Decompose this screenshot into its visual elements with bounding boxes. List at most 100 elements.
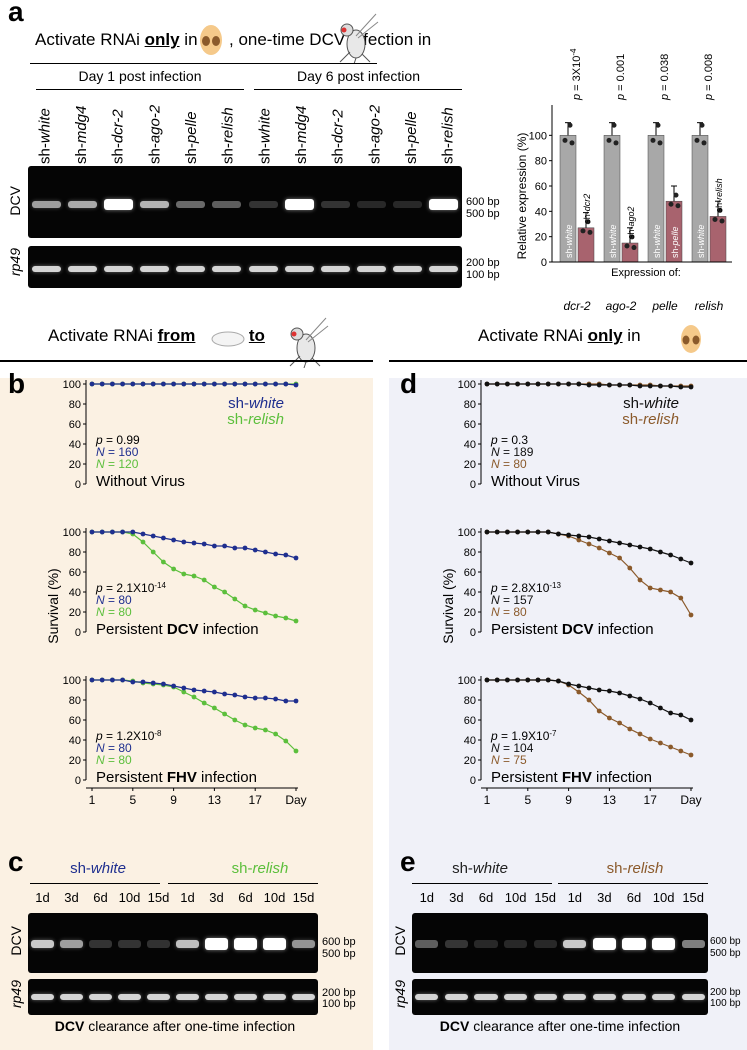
bar-ytick: 100 <box>529 130 547 142</box>
day-label: 10d <box>263 890 286 905</box>
lane-label: sh-relish <box>220 107 237 164</box>
survival-point <box>617 690 622 696</box>
survival-ytick: 40 <box>69 735 81 747</box>
day-label: 15d <box>534 890 557 905</box>
survival-point <box>678 556 684 562</box>
bar-ctrl-label: sh-white <box>608 224 618 258</box>
lane-labels: sh-white sh-mdg4 sh-dcr-2 sh-ago-2 sh-pelle s… <box>36 104 457 164</box>
gel-band <box>67 266 97 272</box>
survival-n-b: N = 80 <box>96 605 132 619</box>
bar-ytick: 0 <box>541 257 547 269</box>
survival-pvalue: p = 1.2X10-8 <box>95 729 162 744</box>
survival-chart-title: Persistent FHV infection <box>491 769 652 786</box>
survival-xtick: 17 <box>644 793 658 807</box>
survival-ytick: 100 <box>63 379 81 391</box>
gel-band <box>60 940 83 948</box>
lane-label: sh-white <box>36 108 53 164</box>
gel-band <box>357 266 387 272</box>
panel-letter-e: e <box>400 846 416 877</box>
day-label: 15d <box>147 890 170 905</box>
survival-point <box>678 595 684 601</box>
c-marker-200: 200 bp <box>322 987 356 999</box>
survival-ytick: 0 <box>75 479 81 491</box>
survival-point <box>212 705 217 711</box>
bar-ctrl-label: sh-white <box>564 224 574 258</box>
survival-point <box>99 677 105 683</box>
survival-point <box>99 381 105 387</box>
survival-point <box>607 538 612 544</box>
survival-point <box>283 615 289 621</box>
survival-point <box>171 683 177 689</box>
bar-ylabel: Relative expression (%) <box>515 133 529 260</box>
panel-d-survival-charts: Survival (%)020406080100sh-whitesh-relis… <box>440 379 702 807</box>
survival-pvalue: p = 0.99 <box>95 433 140 447</box>
gel-c-rp49 <box>28 979 318 1015</box>
survival-point <box>171 381 177 387</box>
b-header-rule <box>0 360 373 362</box>
survival-ytick: 100 <box>63 527 81 539</box>
day-label: 15d <box>292 890 315 905</box>
survival-n-b: N = 80 <box>96 753 132 767</box>
survival-point <box>120 529 125 535</box>
survival-point <box>161 535 166 541</box>
survival-point <box>668 744 673 750</box>
survival-ytick: 20 <box>69 755 81 767</box>
survival-point <box>242 381 248 387</box>
legend-a: sh-white <box>228 395 284 412</box>
bar-dot <box>657 140 663 146</box>
survival-point <box>678 384 684 390</box>
survival-point <box>232 717 238 723</box>
gel-band <box>681 940 705 948</box>
gel-band <box>284 198 314 211</box>
survival-point <box>263 727 268 733</box>
survival-point <box>191 573 197 579</box>
gel-band <box>176 940 199 948</box>
panel-letter-b: b <box>8 368 26 399</box>
survival-point <box>161 559 166 565</box>
survival-point <box>658 740 663 746</box>
bar-kd-label: sh-ago2 <box>626 206 636 239</box>
survival-ytick: 80 <box>69 695 81 707</box>
gel-band <box>533 994 557 1000</box>
panel-letter-a: a <box>8 0 24 27</box>
survival-ytick: 0 <box>470 775 476 787</box>
survival-point <box>576 533 582 539</box>
gel-band <box>212 266 242 272</box>
survival-point <box>212 381 217 387</box>
bar-ytick: 20 <box>535 232 547 244</box>
survival-point <box>484 677 490 683</box>
gel-band <box>176 201 206 208</box>
gel-band <box>592 994 616 1000</box>
survival-pvalue: p = 2.8X10-13 <box>490 581 562 596</box>
gel-band <box>89 940 112 948</box>
survival-point <box>566 681 571 687</box>
bar-dot <box>650 137 656 143</box>
b-header-text: Activate RNAi <box>48 326 153 345</box>
survival-point <box>140 679 146 685</box>
day-label: 3d <box>64 890 79 905</box>
gel-e-dcv <box>412 913 708 973</box>
survival-xtick: 9 <box>565 793 572 807</box>
survival-ytick: 100 <box>458 379 476 391</box>
gel-e-rp49-label: rp49 <box>392 980 408 1009</box>
survival-point <box>293 555 299 561</box>
gel-band <box>147 994 170 1000</box>
survival-point <box>191 540 197 546</box>
e-rule-b <box>558 883 708 884</box>
survival-point <box>596 687 602 693</box>
embryo-icon <box>211 331 245 347</box>
survival-point <box>647 585 653 591</box>
survival-chart-title: Without Virus <box>491 473 580 490</box>
survival-point <box>576 381 582 387</box>
survival-ytick: 20 <box>464 607 476 619</box>
day-label: 6d <box>238 890 253 905</box>
lane-label: sh-relish <box>440 107 457 164</box>
gel-c-rp49-label: rp49 <box>8 980 24 1009</box>
survival-point <box>140 531 146 537</box>
day-label: 10d <box>652 890 675 905</box>
survival-ytick: 100 <box>63 675 81 687</box>
c-marker-100: 100 bp <box>322 998 356 1010</box>
day6-rule <box>254 89 462 90</box>
bar-gene-label: ago-2 <box>606 299 637 313</box>
gel-band <box>176 994 199 1000</box>
